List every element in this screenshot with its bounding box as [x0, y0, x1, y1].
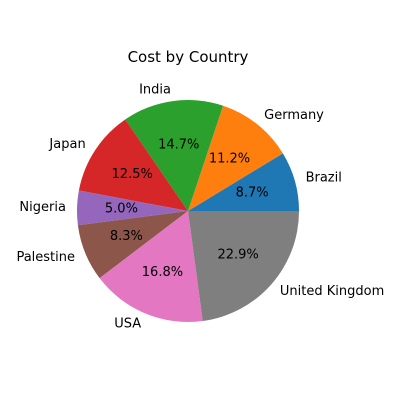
slice-usa	[99, 211, 203, 322]
label-nigeria: Nigeria	[19, 200, 66, 215]
slice-palestine	[77, 211, 188, 279]
pct-united-kingdom: 22.9%	[217, 247, 258, 262]
label-germany: Germany	[264, 108, 324, 123]
slice-india	[125, 99, 224, 211]
pct-india: 14.7%	[158, 138, 199, 153]
label-india: India	[139, 83, 171, 98]
pct-japan: 12.5%	[112, 167, 153, 182]
label-palestine: Palestine	[16, 250, 75, 265]
pct-brazil: 8.7%	[236, 186, 269, 201]
slice-japan	[78, 119, 188, 211]
pct-usa: 16.8%	[142, 265, 183, 280]
pct-germany: 11.2%	[209, 151, 250, 166]
pie-slices	[77, 99, 299, 322]
slice-united-kingdom	[188, 211, 299, 322]
label-japan: Japan	[48, 137, 85, 152]
slice-nigeria	[77, 190, 188, 226]
label-brazil: Brazil	[306, 171, 342, 186]
pie-labels: Brazil 8.7% Germany 11.2% India 14.7% Japan 12.…	[16, 83, 384, 332]
slice-germany	[188, 105, 283, 211]
label-usa: USA	[114, 316, 141, 331]
pct-nigeria: 5.0%	[105, 202, 138, 217]
chart-title: Cost by Country	[128, 48, 249, 66]
pct-palestine: 8.3%	[110, 229, 143, 244]
label-united-kingdom: United Kingdom	[280, 284, 384, 299]
slice-brazil	[188, 153, 299, 211]
